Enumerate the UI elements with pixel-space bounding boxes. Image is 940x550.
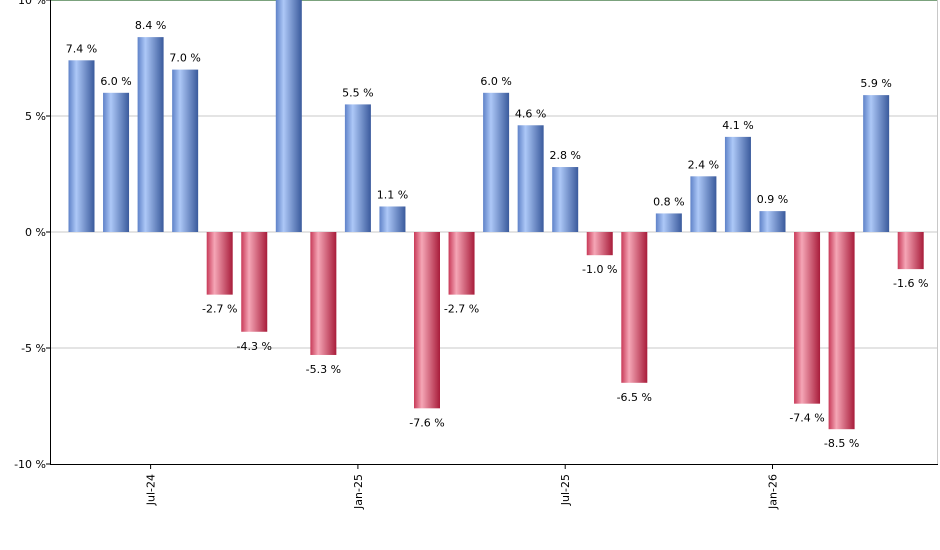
bar-Apr-26 [863, 95, 890, 233]
bar-Jun-25 [517, 125, 544, 232]
x-tick-labels: Jul-24 Jan-25 Jul-25 Jan-26 [145, 464, 780, 510]
bar-Oct-24 [241, 232, 268, 332]
y-tick-label-2: 0 % [25, 226, 46, 239]
bar-label-Feb-25: 1.1 % [377, 188, 408, 201]
bar-label-Nov-25: 2.4 % [688, 158, 719, 171]
bar-label-Feb-26: -7.4 % [789, 412, 824, 425]
x-tick-label-3: Jan-26 [767, 474, 780, 510]
bar-label-Apr-26: 5.9 % [860, 77, 891, 90]
bar-Nov-25 [690, 176, 717, 232]
axes [50, 0, 938, 465]
bar-May-26 [897, 232, 924, 270]
bar-label-May-26: -1.6 % [893, 277, 928, 290]
bar-Sep-24 [206, 232, 233, 295]
bar-Mar-25 [414, 232, 440, 409]
bar-labels: 7.4 %6.0 %8.4 %7.0 %-2.7 %-4.3 %10.3 %-5… [66, 19, 929, 450]
bar-label-Jul-25: 2.8 % [549, 149, 580, 162]
bar-Aug-25 [586, 232, 613, 256]
bar-label-Aug-25: -1.0 % [582, 263, 617, 276]
bar-label-Mar-25: -7.6 % [409, 416, 444, 429]
bar-label-Oct-24: -4.3 % [237, 340, 272, 353]
y-tick-labels: 10 % 5 % 0 % -5 % -10 % [14, 0, 50, 471]
bar-label-Sep-24: -2.7 % [202, 303, 237, 316]
y-tick-label-4: -10 % [14, 458, 46, 471]
bar-Aug-24 [172, 69, 199, 232]
bar-Dec-24 [310, 232, 337, 355]
bar-label-Jul-24: 8.4 % [135, 19, 166, 32]
bar-label-Sep-25: -6.5 % [617, 391, 652, 404]
bar-label-Aug-24: 7.0 % [169, 52, 200, 65]
bar-May-25 [483, 92, 510, 232]
bar-Jan-25 [344, 104, 371, 232]
y-tick-label-3: -5 % [21, 342, 46, 355]
bar-label-Dec-25: 4.1 % [722, 119, 753, 132]
bar-label-Mar-26: -8.5 % [824, 437, 859, 450]
bar-Dec-25 [724, 136, 751, 232]
x-tick-label-1: Jan-25 [352, 474, 365, 510]
bar-Jan-26 [759, 211, 786, 232]
bar-Apr-25 [448, 232, 475, 295]
bar-Feb-26 [794, 232, 821, 404]
bar-Oct-25 [655, 213, 682, 232]
bar-label-Dec-24: -5.3 % [306, 363, 341, 376]
bar-Nov-24 [275, 0, 302, 233]
x-tick-label-2: Jul-25 [559, 474, 572, 506]
bar-label-Jun-25: 4.6 % [515, 107, 546, 120]
bar-label-Oct-25: 0.8 % [653, 195, 684, 208]
bar-label-May-24: 7.4 % [66, 42, 97, 55]
bar-Jul-25 [552, 167, 579, 232]
bar-Feb-25 [379, 206, 406, 232]
y-tick-label-0: 10 % [18, 0, 46, 7]
bar-Jul-24 [137, 37, 164, 233]
bar-label-Apr-25: -2.7 % [444, 303, 479, 316]
bar-Jun-24 [103, 92, 130, 232]
bar-Mar-26 [828, 232, 855, 430]
bar-May-24 [68, 60, 95, 232]
bar-label-Jan-26: 0.9 % [757, 193, 788, 206]
x-tick-label-0: Jul-24 [145, 474, 158, 506]
bar-Sep-25 [621, 232, 648, 383]
bar-label-Jun-24: 6.0 % [100, 75, 131, 88]
bar-label-May-25: 6.0 % [480, 75, 511, 88]
bars [68, 0, 924, 430]
y-tick-label-1: 5 % [25, 110, 46, 123]
bar-label-Jan-25: 5.5 % [342, 86, 373, 99]
